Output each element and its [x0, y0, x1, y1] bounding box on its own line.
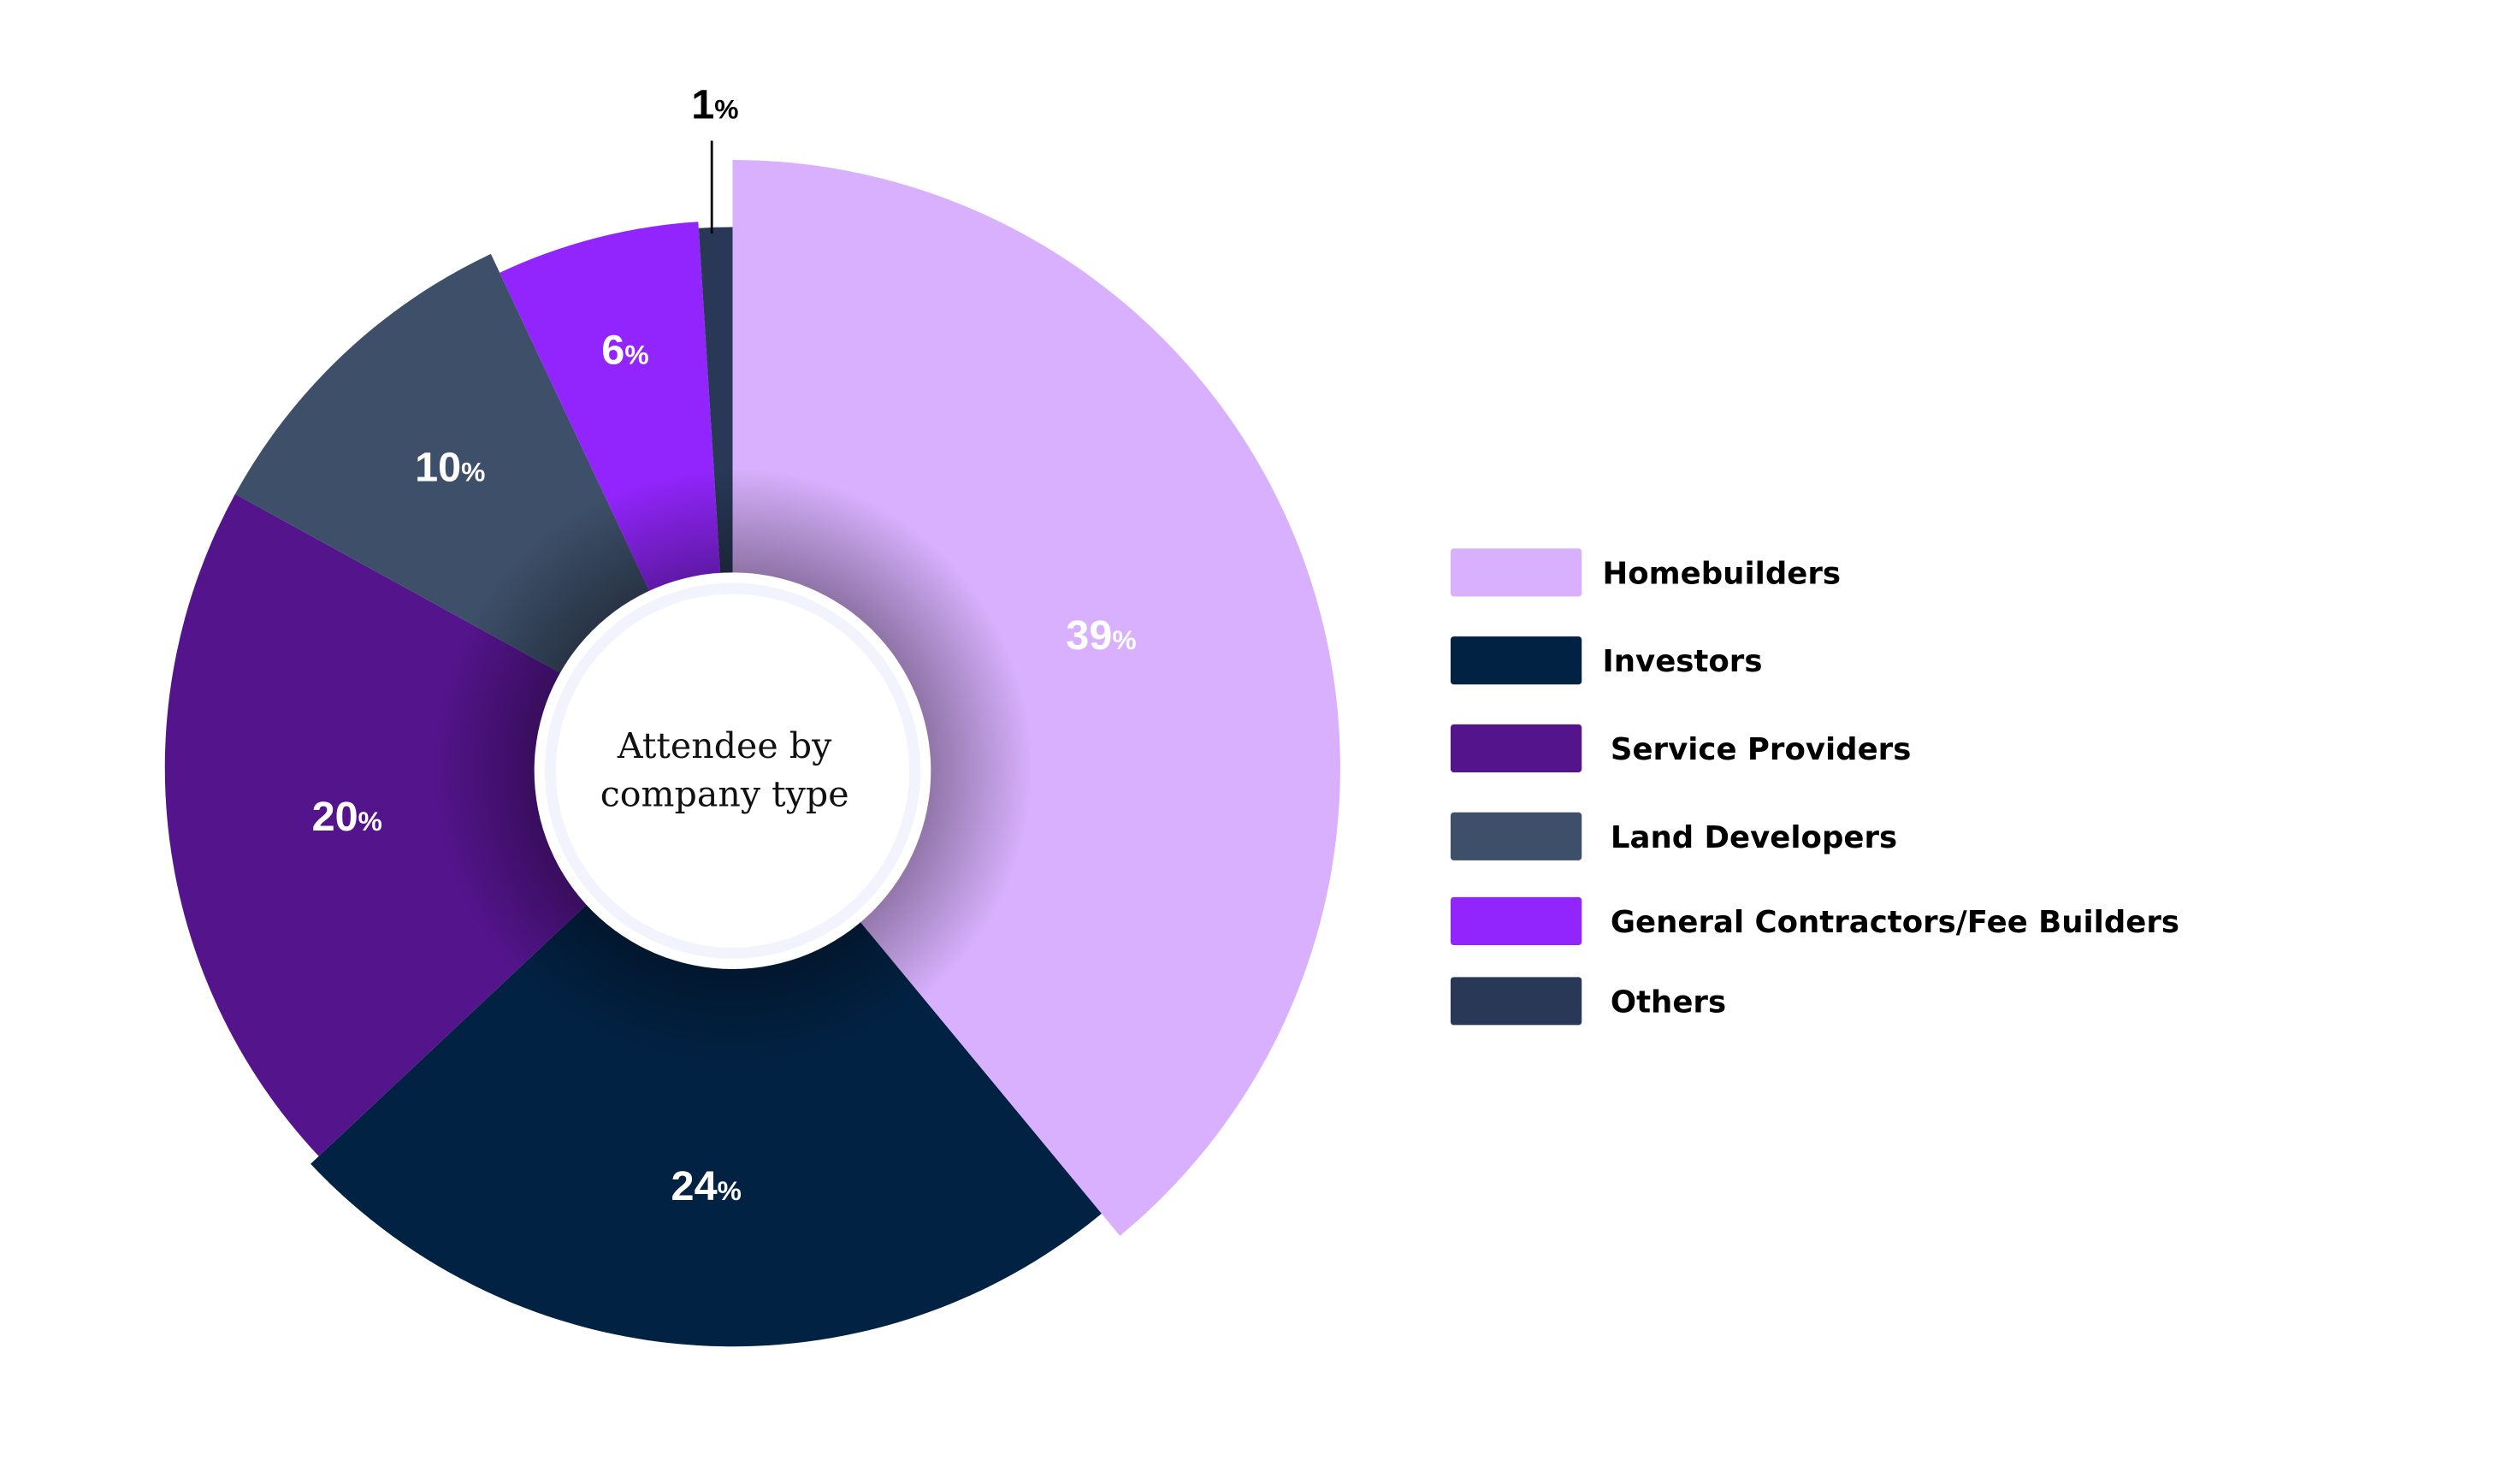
legend-swatch-others — [1450, 977, 1582, 1026]
slice-label-land-developers: 10% — [415, 445, 485, 491]
slice-label-others: 1% — [691, 81, 738, 127]
legend-swatch-general-contractors-fee-builders — [1450, 896, 1582, 945]
slice-label-service-providers: 20% — [312, 794, 382, 840]
slice-label-investors: 24% — [671, 1163, 742, 1209]
legend-swatch-land-developers — [1450, 812, 1582, 860]
chart-title: Attendee by — [617, 725, 832, 766]
legend: Homebuilders Investors Service Providers La… — [1450, 548, 2179, 1026]
legend-swatch-investors — [1450, 636, 1582, 685]
legend-label-general-contractors-fee-builders: General Contractors/Fee Builders — [1611, 905, 2179, 940]
legend-label-investors: Investors — [1603, 644, 1763, 679]
slice-labels: 39% 24% 20% 10% 6% 1% — [312, 81, 1137, 1209]
chart-title-line-2: company type — [600, 773, 849, 814]
center-hole — [534, 572, 931, 969]
slice-label-homebuilders: 39% — [1066, 612, 1136, 659]
legend-label-land-developers: Land Developers — [1611, 820, 1897, 855]
legend-swatch-service-providers — [1450, 724, 1582, 773]
slice-label-general-contractors-fee-builders: 6% — [601, 327, 648, 373]
legend-swatch-homebuilders — [1450, 548, 1582, 597]
legend-label-homebuilders: Homebuilders — [1603, 556, 1841, 591]
legend-label-others: Others — [1611, 984, 1726, 1020]
legend-label-service-providers: Service Providers — [1611, 732, 1911, 767]
center-ring — [544, 582, 921, 959]
